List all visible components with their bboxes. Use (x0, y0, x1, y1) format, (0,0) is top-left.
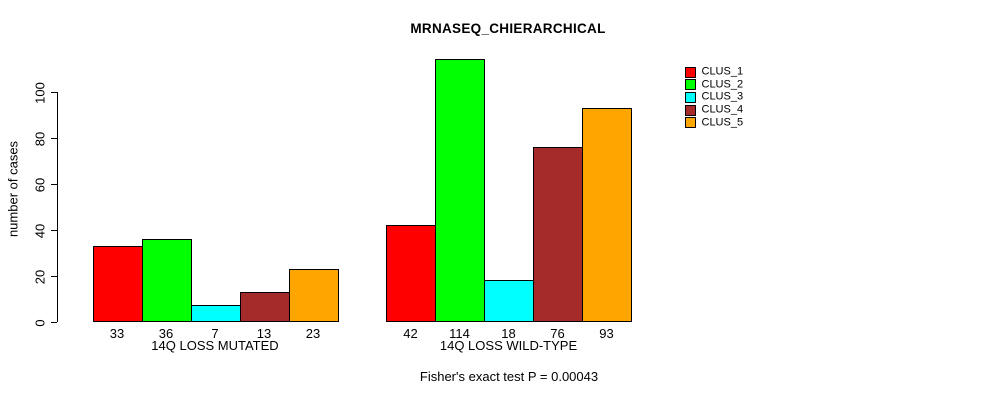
legend-swatch-clus_4 (685, 104, 696, 116)
y-axis-tick (50, 276, 57, 277)
bar-clus_2-group1 (141, 238, 192, 323)
y-axis-line (57, 92, 58, 322)
group-label: 14Q LOSS WILD-TYPE (439, 338, 578, 353)
bar-clus_1-group2 (386, 224, 436, 323)
bar-value-label: 36 (158, 325, 174, 341)
y-axis-tick (50, 230, 57, 231)
bar-clus_1-group1 (92, 245, 143, 323)
y-axis-tick-label: 80 (32, 131, 47, 146)
bar-value-label: 76 (550, 325, 565, 341)
chart-title: MRNASEQ_CHIERARCHICAL (410, 20, 606, 36)
bar-clus_5-group2 (582, 107, 632, 323)
bar-value-label: 18 (501, 325, 516, 341)
group-label: 14Q LOSS MUTATED (151, 338, 279, 353)
legend-swatch-clus_2 (685, 79, 696, 91)
y-axis-tick-label: 100 (32, 81, 47, 104)
legend-label: CLUS_5 (701, 116, 744, 129)
bar-value-label: 114 (449, 325, 470, 341)
annotation-pvalue: Fisher's exact test P = 0.00043 (419, 369, 599, 384)
y-axis-tick-label: 0 (32, 318, 47, 327)
legend-label: CLUS_1 (701, 65, 744, 78)
y-axis-tick-label: 20 (32, 269, 47, 284)
y-axis-tick (50, 322, 57, 323)
bar-clus_2-group2 (435, 59, 485, 323)
bar-clus_3-group1 (190, 305, 241, 323)
legend-label: CLUS_3 (701, 90, 744, 103)
bar-value-label: 13 (256, 325, 272, 341)
y-axis-tick (50, 138, 57, 139)
y-axis-tick-label: 40 (32, 223, 47, 238)
legend-label: CLUS_4 (701, 103, 744, 116)
bar-value-label: 23 (305, 325, 321, 341)
bar-clus_5-group1 (288, 268, 339, 323)
bar-clus_4-group2 (533, 146, 583, 323)
legend-label: CLUS_2 (701, 78, 744, 91)
bar-value-label: 7 (211, 325, 219, 341)
bar-clus_4-group1 (239, 291, 290, 323)
bar-clus_3-group2 (484, 280, 534, 323)
legend-swatch-clus_5 (685, 117, 696, 129)
legend-swatch-clus_3 (685, 91, 696, 103)
bar-value-label: 42 (403, 325, 418, 341)
legend-swatch-clus_1 (685, 66, 696, 78)
y-axis-tick (50, 184, 57, 185)
y-axis-tick (50, 92, 57, 93)
y-axis-tick-label: 60 (32, 177, 47, 192)
bar-value-label: 93 (599, 325, 614, 341)
bar-value-label: 33 (109, 325, 125, 341)
y-axis-title: number of cases (5, 140, 20, 237)
